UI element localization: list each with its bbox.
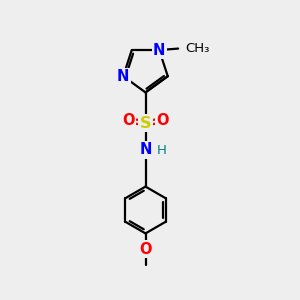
Text: S: S	[140, 116, 151, 130]
Text: N: N	[153, 43, 165, 58]
Text: H: H	[157, 143, 167, 157]
Text: O: O	[157, 113, 169, 128]
Text: O: O	[139, 242, 152, 256]
Text: O: O	[122, 113, 134, 128]
Text: CH₃: CH₃	[185, 42, 209, 55]
Text: N: N	[117, 69, 129, 84]
Text: N: N	[139, 142, 152, 158]
